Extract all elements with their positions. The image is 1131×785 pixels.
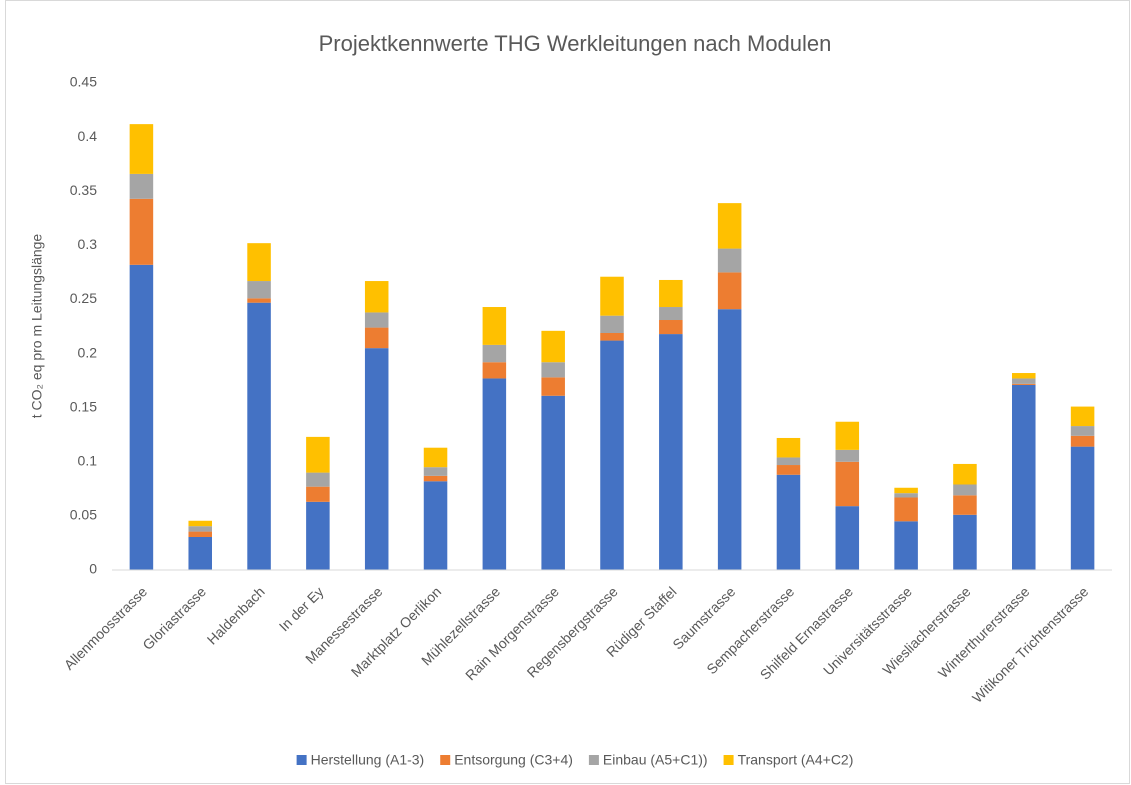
bar-segment — [600, 276, 624, 316]
bar-segment — [247, 298, 271, 303]
bar-segment — [364, 281, 389, 313]
bar-segment — [835, 506, 860, 570]
y-tick-label: 0.3 — [78, 236, 98, 252]
bar-segment — [953, 484, 977, 496]
bar-segment — [600, 315, 624, 333]
bar-segment — [659, 334, 683, 570]
bar-segment — [953, 463, 977, 485]
y-tick-label: 0 — [89, 561, 97, 577]
bar-segment — [306, 472, 330, 487]
bar-segment — [1012, 384, 1036, 570]
bar-segment — [247, 302, 271, 570]
bar-segment — [835, 421, 860, 450]
bar-segment — [717, 203, 742, 249]
bar-segment — [247, 281, 271, 299]
bar-segment — [894, 521, 918, 570]
bar-segment — [129, 173, 154, 199]
bar-segment — [659, 320, 683, 335]
bar-segment — [600, 332, 624, 341]
bar-segment — [894, 497, 918, 522]
bar-segment — [1070, 426, 1095, 436]
bar-segment — [541, 362, 565, 378]
bar-segment — [1012, 383, 1036, 385]
bar-segment — [482, 307, 507, 345]
chart-title: Projektkennwerte THG Werkleitungen nach … — [319, 31, 832, 56]
bar-segment — [953, 514, 977, 570]
bar-segment — [423, 475, 448, 482]
legend-label: Transport (A4+C2) — [738, 752, 854, 768]
bar-segment — [423, 447, 448, 468]
bar-segment — [482, 362, 507, 379]
bar-segment — [600, 340, 624, 570]
bar-segment — [659, 307, 683, 321]
bar-segment — [364, 312, 389, 328]
bar-segment — [188, 520, 212, 527]
bar-segment — [541, 395, 565, 570]
bar-segment — [1070, 435, 1095, 447]
bar-segment — [1070, 446, 1095, 570]
y-tick-label: 0.4 — [78, 128, 98, 144]
bar-segment — [129, 264, 154, 570]
y-tick-label: 0.05 — [70, 507, 97, 523]
y-tick-label: 0.45 — [70, 74, 97, 90]
bar-segment — [541, 377, 565, 396]
legend-swatch — [588, 755, 599, 765]
y-tick-label: 0.15 — [70, 398, 97, 414]
bar-segment — [1012, 373, 1036, 379]
bar-segment — [717, 272, 742, 310]
bar-segment — [1070, 406, 1095, 427]
legend-swatch — [440, 755, 451, 765]
bar-segment — [482, 378, 507, 570]
legend-label: Herstellung (A1-3) — [311, 752, 425, 768]
y-axis-label: t CO₂ eq pro m Leitungslänge — [29, 234, 45, 419]
bar-segment — [423, 481, 448, 570]
bar-segment — [364, 327, 389, 349]
bar-segment — [776, 457, 801, 466]
bar-segment — [129, 124, 154, 174]
bar-segment — [541, 330, 565, 363]
bar-segment — [776, 465, 801, 475]
bar-segment — [953, 495, 977, 515]
bar-segment — [659, 279, 683, 308]
bar-segment — [188, 536, 212, 570]
bar-segment — [776, 474, 801, 570]
bar-segment — [717, 248, 742, 273]
bar-segment — [835, 449, 860, 462]
bar-segment — [306, 436, 330, 473]
bar-segment — [364, 348, 389, 570]
bar-segment — [247, 243, 271, 282]
y-tick-label: 0.1 — [78, 452, 98, 468]
bar-segment — [894, 487, 918, 494]
y-tick-label: 0.2 — [78, 344, 98, 360]
chart-border — [5, 0, 1130, 784]
bar-segment — [188, 526, 212, 532]
bar-segment — [306, 486, 330, 502]
legend-label: Einbau (A5+C1)) — [603, 752, 708, 768]
bar-segment — [482, 344, 507, 363]
bar-segment — [129, 198, 154, 265]
bar-segment — [423, 467, 448, 476]
bar-segment — [306, 501, 330, 570]
bar-segment — [894, 493, 918, 498]
bar-segment — [1012, 378, 1036, 384]
y-tick-label: 0.35 — [70, 182, 97, 198]
legend-swatch — [296, 755, 307, 765]
legend-swatch — [723, 755, 734, 765]
y-tick-label: 0.25 — [70, 290, 97, 306]
bar-segment — [717, 309, 742, 570]
legend-label: Entsorgung (C3+4) — [454, 752, 573, 768]
bar-segment — [776, 437, 801, 458]
bar-segment — [835, 461, 860, 507]
bar-segment — [188, 531, 212, 537]
